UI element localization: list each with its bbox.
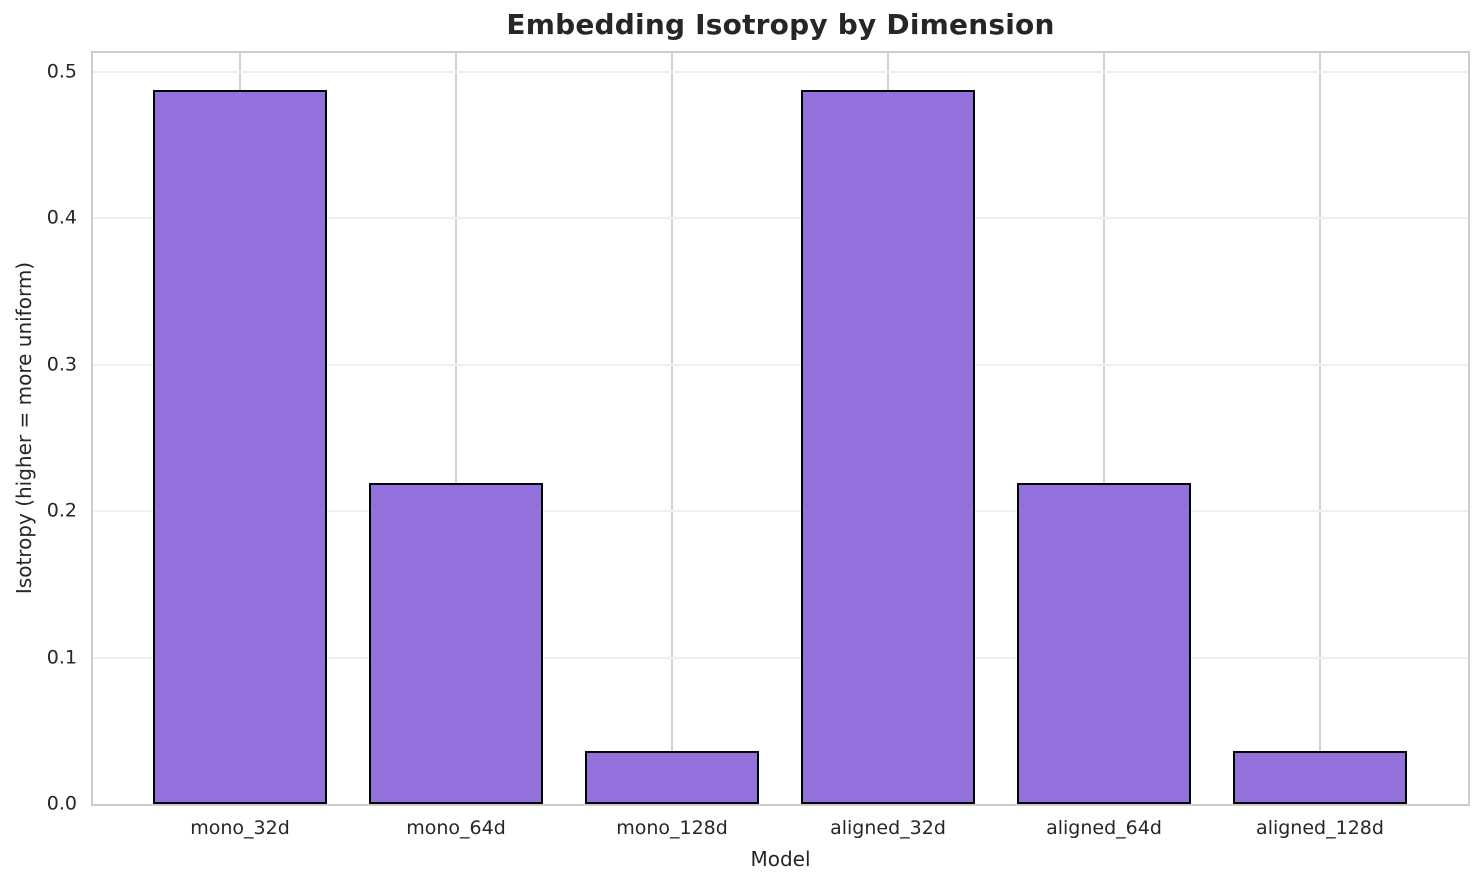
gridline-horizontal-0.1 bbox=[93, 656, 1468, 659]
bar-mono_32d bbox=[153, 90, 327, 804]
x-tick-label-aligned_32d: aligned_32d bbox=[830, 817, 946, 839]
gridline-vertical-mono_64d bbox=[455, 53, 457, 804]
y-tick-label-0.3: 0.3 bbox=[46, 353, 77, 376]
gridline-horizontal-0.2 bbox=[93, 510, 1468, 513]
bar-mono_64d bbox=[369, 483, 543, 804]
bar-aligned_64d bbox=[1017, 483, 1191, 804]
x-tick-label-aligned_64d: aligned_64d bbox=[1046, 817, 1162, 839]
y-tick-label-0.5: 0.5 bbox=[46, 60, 77, 83]
bar-mono_128d bbox=[585, 751, 759, 804]
gridline-vertical-mono_128d bbox=[671, 53, 673, 804]
y-axis-label: Isotropy (higher = more uniform) bbox=[12, 261, 36, 595]
y-tick-label-0.4: 0.4 bbox=[46, 206, 77, 229]
x-tick-label-aligned_128d: aligned_128d bbox=[1256, 817, 1384, 839]
gridline-vertical-aligned_128d bbox=[1319, 53, 1321, 804]
bar-aligned_32d bbox=[801, 90, 975, 804]
gridline-vertical-aligned_64d bbox=[1103, 53, 1105, 804]
y-tick-label-0.2: 0.2 bbox=[46, 499, 77, 522]
x-axis-label: Model bbox=[750, 847, 811, 871]
gridline-horizontal-0.5 bbox=[93, 71, 1468, 74]
y-tick-label-0.0: 0.0 bbox=[46, 792, 77, 815]
x-tick-label-mono_64d: mono_64d bbox=[406, 817, 506, 839]
gridline-horizontal-0.3 bbox=[93, 363, 1468, 366]
x-tick-label-mono_128d: mono_128d bbox=[616, 817, 728, 839]
y-tick-label-0.1: 0.1 bbox=[46, 646, 77, 669]
chart-title: Embedding Isotropy by Dimension bbox=[506, 8, 1055, 41]
gridline-horizontal-0.4 bbox=[93, 217, 1468, 220]
x-tick-label-mono_32d: mono_32d bbox=[190, 817, 290, 839]
plot-area bbox=[91, 51, 1470, 806]
bar-aligned_128d bbox=[1233, 751, 1407, 804]
